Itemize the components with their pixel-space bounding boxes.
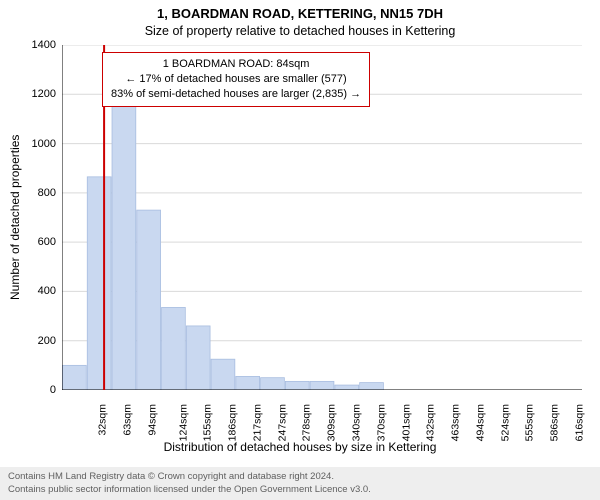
x-tick-label: 555sqm [524, 404, 536, 441]
x-tick-label: 186sqm [227, 404, 239, 441]
y-axis-label: Number of detached properties [8, 135, 22, 300]
chart-title-line2: Size of property relative to detached ho… [0, 24, 600, 38]
y-tick-label: 200 [38, 335, 56, 347]
x-tick-label: 217sqm [251, 404, 263, 441]
chart-container: 1, BOARDMAN ROAD, KETTERING, NN15 7DH Si… [0, 0, 600, 500]
y-tick-label: 600 [38, 236, 56, 248]
footer-line2: Contains public sector information licen… [8, 484, 592, 496]
chart-title-line1: 1, BOARDMAN ROAD, KETTERING, NN15 7DH [0, 6, 600, 21]
x-tick-label: 432sqm [425, 404, 437, 441]
x-axis-label: Distribution of detached houses by size … [0, 440, 600, 454]
y-tick-label: 1000 [32, 138, 56, 150]
x-tick-label: 124sqm [177, 404, 189, 441]
annotation-line1: 1 BOARDMAN ROAD: 84sqm [111, 57, 361, 72]
x-tick-label: 309sqm [326, 404, 338, 441]
x-tick-label: 494sqm [474, 404, 486, 441]
x-tick-label: 63sqm [122, 404, 134, 436]
annotation-box: 1 BOARDMAN ROAD: 84sqm ← 17% of detached… [102, 52, 370, 107]
x-tick-label: 278sqm [301, 404, 313, 441]
y-tick-label: 0 [50, 384, 56, 396]
annotation-line3: 83% of semi-detached houses are larger (… [111, 87, 361, 102]
y-tick-label: 400 [38, 285, 56, 297]
x-tick-label: 155sqm [202, 404, 214, 441]
x-tick-label: 524sqm [499, 404, 511, 441]
y-tick-label: 800 [38, 187, 56, 199]
x-tick-label: 586sqm [548, 404, 560, 441]
x-tick-label: 401sqm [400, 404, 412, 441]
footer-line1: Contains HM Land Registry data © Crown c… [8, 471, 592, 483]
y-tick-label: 1400 [32, 39, 56, 51]
footer: Contains HM Land Registry data © Crown c… [0, 467, 600, 500]
x-tick-label: 370sqm [375, 404, 387, 441]
x-tick-label: 340sqm [350, 404, 362, 441]
x-tick-label: 616sqm [573, 404, 585, 441]
annotation-line2: ← 17% of detached houses are smaller (57… [111, 72, 361, 87]
x-tick-label: 32sqm [97, 404, 109, 436]
x-tick-label: 463sqm [449, 404, 461, 441]
y-tick-label: 1200 [32, 88, 56, 100]
x-tick-label: 247sqm [276, 404, 288, 441]
x-tick-label: 94sqm [146, 404, 158, 436]
